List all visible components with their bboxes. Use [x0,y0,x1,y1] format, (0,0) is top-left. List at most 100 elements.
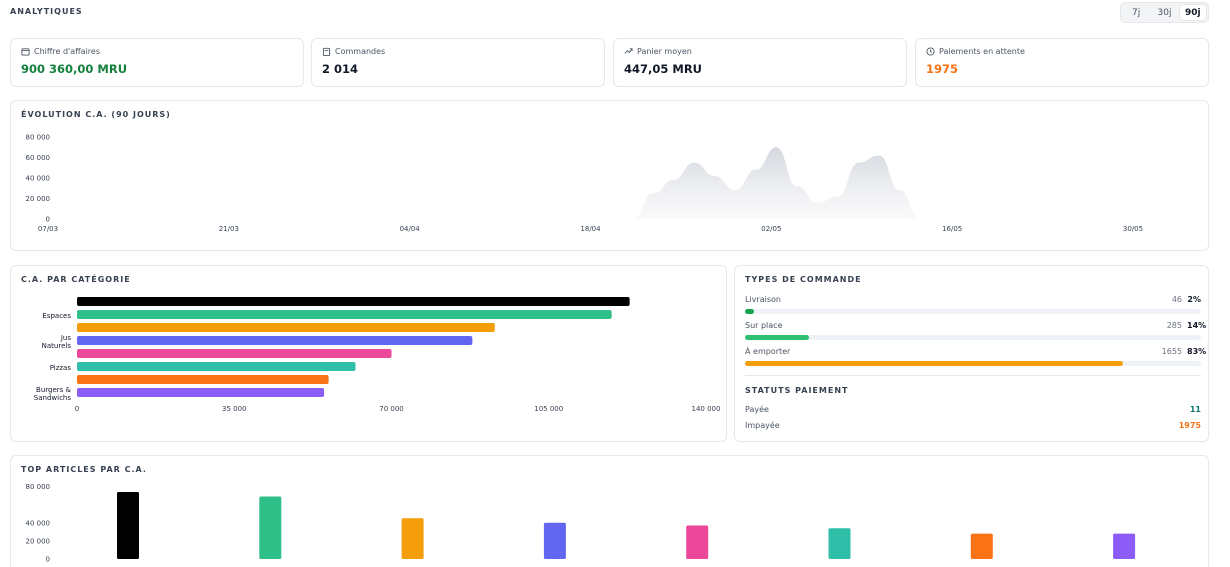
category-bar[interactable] [77,362,356,371]
kpi-label: Panier moyen [637,47,692,56]
trending-up-icon [624,48,633,54]
x-tick-label: 70 000 [379,405,404,413]
payment-status-paid: Payée 11 [745,405,1201,414]
article-bar[interactable] [543,522,566,559]
y-tick-label: 20 000 [26,537,51,545]
x-tick-label: 02/05 [761,225,781,233]
y-tick-label: 40 000 [26,519,51,527]
category-label: Espaces [42,312,71,320]
order-type-sur-place: Sur place 285 14% [745,319,1207,340]
y-tick-label: 20 000 [26,195,51,203]
order-type-livraison: Livraison 46 2% [745,293,1201,314]
x-tick-label: 21/03 [219,225,239,233]
order-type-label: À emporter [745,346,791,356]
range-90j-button[interactable]: 90j [1179,5,1206,20]
clock-icon [926,47,935,56]
x-tick-label: 140 000 [692,405,721,413]
kpi-value: 1975 [926,62,959,76]
category-revenue-card: C.A. PAR CATÉGORIE Espaces Jus Naturels Piz… [10,265,727,442]
progress-fill [745,309,755,314]
revenue-area-series [632,147,921,219]
kpi-revenue-card: Chiffre d'affaires 900 360,00 MRU [10,38,304,87]
kpi-value: 900 360,00 MRU [21,62,128,76]
kpi-value: 2 014 [322,62,359,76]
clipboard-icon [322,47,331,56]
y-tick-label: 0 [46,556,50,564]
order-type-count: 285 [1166,320,1182,330]
y-tick-label: 80 000 [26,134,51,142]
revenue-evolution-card: ÉVOLUTION C.A. (90 JOURS) 80 000 60 000 40… [10,100,1209,251]
article-bar[interactable] [828,528,851,559]
payment-status-value: 1975 [1178,421,1201,430]
category-label-line1: Burgers & [36,386,71,394]
x-tick-label: 18/04 [580,225,601,233]
progress-fill [745,361,1124,366]
category-bar[interactable] [77,375,329,384]
category-label: Pizzas [50,364,72,372]
order-type-emporter: À emporter 1655 83% [745,345,1207,366]
category-bar[interactable] [77,323,495,332]
order-type-count: 1655 [1161,346,1182,356]
article-bar[interactable] [686,525,709,559]
payment-status-value: 11 [1189,405,1201,414]
payment-status-label: Impayée [745,421,780,430]
progress-track [745,309,1201,314]
x-tick-label: 0 [75,405,79,413]
category-bar[interactable] [77,310,612,319]
payment-status-label: Payée [745,405,769,414]
page-title: ANALYTIQUES [10,7,83,16]
x-tick-label: 07/03 [38,225,58,233]
article-bar[interactable] [117,491,139,559]
article-bar[interactable] [1113,533,1136,559]
section-title: STATUTS PAIEMENT [745,386,849,395]
top-articles-card: TOP ARTICLES PAR C.A. 80 000 40 000 20 000… [10,455,1209,567]
top-articles-chart: 80 000 40 000 20 000 0 [26,483,1136,564]
article-bar[interactable] [401,518,424,559]
progress-track [745,361,1201,366]
range-toggle: 7j 30j 90j [1120,2,1209,23]
wallet-icon [21,48,30,56]
y-tick-label: 40 000 [26,175,51,183]
y-tick-label: 0 [46,216,50,224]
article-bar[interactable] [259,496,282,559]
kpi-value: 447,05 MRU [624,62,703,76]
x-tick-label: 35 000 [222,405,247,413]
category-bar[interactable] [77,336,473,345]
x-tick-label: 16/05 [942,225,962,233]
order-type-percent: 14% [1187,320,1207,330]
kpi-pending-card: Paiements en attente 1975 [915,38,1209,87]
range-30j-button[interactable]: 30j [1157,7,1172,18]
order-type-label: Sur place [745,320,783,330]
kpi-label: Paiements en attente [939,47,1025,56]
order-type-percent: 83% [1187,346,1207,356]
category-bar[interactable] [77,297,630,306]
category-bar[interactable] [77,388,325,397]
x-tick-label: 30/05 [1123,225,1143,233]
x-tick-label: 04/04 [400,225,421,233]
range-7j-button[interactable]: 7j [1132,7,1141,18]
kpi-label: Commandes [335,47,386,56]
order-types-card: TYPES DE COMMANDE Livraison 46 2% Sur pl… [734,265,1209,442]
y-tick-label: 60 000 [26,154,51,162]
progress-track [745,335,1201,340]
section-title: TOP ARTICLES PAR C.A. [21,465,147,474]
category-label-line2: Naturels [42,342,72,350]
x-tick-label: 105 000 [534,405,563,413]
payment-status-unpaid: Impayée 1975 [745,421,1201,430]
kpi-label: Chiffre d'affaires [34,47,100,56]
order-type-count: 46 [1171,294,1182,304]
order-type-label: Livraison [745,294,781,304]
section-title: C.A. PAR CATÉGORIE [21,275,131,284]
category-label-line2: Sandwichs [34,394,72,402]
section-title: TYPES DE COMMANDE [745,275,862,284]
order-type-percent: 2% [1187,294,1201,304]
y-tick-label: 80 000 [26,483,51,491]
category-bar[interactable] [77,349,392,358]
category-label-line1: Jus [60,334,72,342]
kpi-orders-card: Commandes 2 014 [311,38,605,87]
kpi-avg-basket-card: Panier moyen 447,05 MRU [613,38,907,87]
article-bar[interactable] [970,533,993,559]
section-title: ÉVOLUTION C.A. (90 JOURS) [21,110,171,119]
revenue-evolution-chart: 80 000 60 000 40 000 20 000 007/03 21/03 04/04… [26,134,1144,234]
